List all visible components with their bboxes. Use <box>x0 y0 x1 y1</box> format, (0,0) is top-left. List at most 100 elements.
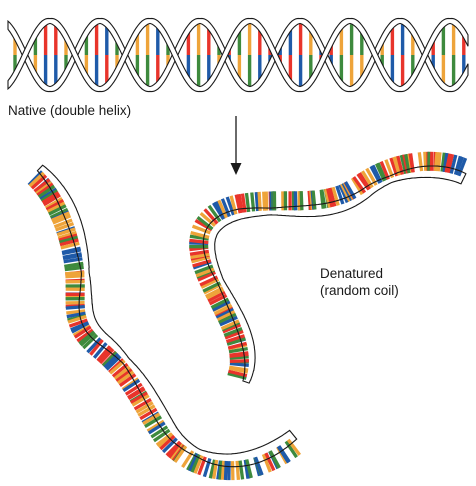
coil-base <box>117 370 135 385</box>
coil-base <box>71 321 90 334</box>
coil-base <box>226 337 246 346</box>
coil-base <box>157 432 174 449</box>
coil-base <box>66 311 86 319</box>
coil-base <box>190 252 210 260</box>
coil-base <box>338 184 350 203</box>
coil-base <box>229 351 249 357</box>
coil-base <box>199 212 217 228</box>
coil-base <box>133 397 152 411</box>
coil-base <box>457 157 468 177</box>
coil-base <box>268 450 281 469</box>
coil-base <box>320 189 327 209</box>
left-coil-bases <box>27 170 302 481</box>
coil-base <box>436 152 442 172</box>
coil-base <box>101 351 118 367</box>
coil-base <box>53 218 73 229</box>
denatured-label-line2: (random coil) <box>320 283 399 298</box>
coil-base <box>89 338 104 356</box>
coil-base <box>39 187 58 201</box>
coil-base <box>202 281 221 293</box>
coil-base <box>264 191 269 211</box>
coil-base <box>228 346 248 354</box>
coil-base <box>202 458 212 478</box>
coil-base <box>208 459 217 479</box>
coil-base <box>173 445 188 463</box>
coil-base <box>37 184 56 199</box>
coil-base <box>159 434 176 451</box>
coil-base <box>127 387 146 401</box>
coil-base <box>44 196 63 210</box>
coil-base <box>307 190 313 211</box>
coil-base <box>189 234 209 241</box>
coil-base <box>225 196 236 216</box>
coil-base <box>51 211 70 222</box>
coil-base <box>98 347 115 365</box>
coil-base <box>223 327 243 337</box>
coil-base <box>41 191 60 204</box>
coil-base <box>36 182 54 197</box>
coil-base <box>118 373 137 387</box>
coil-base <box>220 460 226 480</box>
coil-base <box>58 235 79 244</box>
coil-base <box>245 459 253 479</box>
coil-base <box>213 303 233 316</box>
coil-base <box>92 342 108 359</box>
left-coil-backbone <box>36 164 298 468</box>
coil-base <box>229 355 249 360</box>
native-label: Native (double helix) <box>8 103 132 118</box>
coil-base <box>277 445 291 463</box>
coil-base <box>350 177 364 196</box>
coil-base <box>161 437 178 454</box>
coil-base <box>122 378 141 392</box>
coil-base <box>235 460 241 481</box>
coil-base <box>331 186 340 206</box>
coil-base <box>229 195 238 215</box>
coil-base <box>216 309 236 321</box>
coil-base <box>191 224 211 235</box>
coil-base <box>115 368 133 383</box>
coil-base <box>66 309 86 315</box>
coil-base <box>222 323 242 334</box>
coil-base <box>67 314 87 324</box>
coil-base <box>196 215 214 231</box>
coil-base <box>146 419 165 433</box>
coil-base <box>63 257 83 264</box>
helix-strand-front <box>7 17 469 93</box>
coil-base <box>168 442 183 460</box>
coil-base <box>384 159 395 179</box>
right-coil-backbone <box>202 165 467 384</box>
coil-base <box>214 200 226 220</box>
coil-base <box>211 300 231 312</box>
coil-base <box>139 407 158 421</box>
coil-base <box>62 253 83 261</box>
coil-base <box>55 222 75 232</box>
coil-base <box>323 188 332 208</box>
coil-base <box>73 325 92 339</box>
helix-base-pairs <box>13 24 466 86</box>
coil-base <box>59 238 79 247</box>
double-helix <box>7 17 469 93</box>
coil-base <box>150 425 169 439</box>
coil-base <box>444 153 452 173</box>
coil-base <box>442 152 450 173</box>
coil-base <box>344 181 357 200</box>
coil-base <box>429 151 434 171</box>
coil-base <box>167 441 182 458</box>
coil-base <box>68 318 88 328</box>
coil-base <box>379 160 390 180</box>
coil-base <box>147 421 166 435</box>
denatured-label-line1: Denatured <box>320 266 384 281</box>
coil-base <box>35 181 53 195</box>
coil-base <box>238 460 245 480</box>
coil-base <box>203 282 222 295</box>
coil-base <box>124 382 143 396</box>
coil-base <box>454 156 465 176</box>
coil-base <box>244 192 251 213</box>
coil-base <box>207 204 222 223</box>
coil-base <box>192 259 212 268</box>
coil-base <box>328 187 337 207</box>
coil-base <box>286 438 302 456</box>
coil-base <box>131 394 150 407</box>
